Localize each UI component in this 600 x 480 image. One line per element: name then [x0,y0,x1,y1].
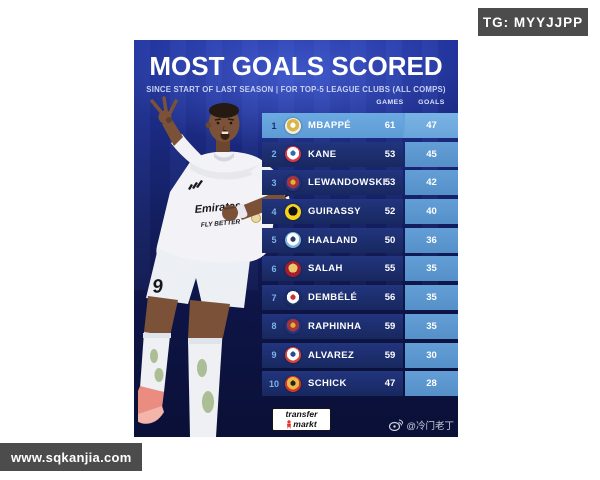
goals-infographic: MOST GOALS SCORED SINCE START OF LAST SE… [134,40,458,437]
player-head [205,103,240,152]
table-header: GAMES GOALS [262,99,458,110]
player-name-cell: RAPHINHA [308,320,362,332]
club-badge-icon-bayer-leverkusen [285,375,301,392]
club-badge-icon-liverpool [285,260,301,277]
games-cell: 47 [384,378,396,390]
club-badge-icon-real-madrid [285,117,301,134]
table-row: 6 SALAH 55 35 [262,256,458,282]
games-cell: 52 [384,206,396,218]
infographic-title: MOST GOALS SCORED [149,51,443,81]
club-badge-icon-barcelona [285,174,301,191]
player-name-cell: HAALAND [308,234,358,246]
player-name-cell: KANE [308,148,337,160]
player-name-cell: GUIRASSY [308,206,361,218]
games-cell: 61 [384,120,396,131]
weibo-credit-text: @冷门老丁 [406,421,454,432]
row-main: 3 LEWANDOWSKI 53 [262,170,403,196]
table-row: 3 LEWANDOWSKI 53 42 [262,170,458,196]
col-header-goals: GOALS [418,99,445,106]
telegram-watermark-badge: TG: MYYJJPP [478,8,588,36]
games-cell: 55 [384,263,396,275]
player-name-cell: SALAH [308,263,343,275]
row-main: 4 GUIRASSY 52 [262,199,403,225]
infographic-subtitle: SINCE START OF LAST SEASON | FOR TOP-5 L… [146,85,446,94]
player-legs [138,296,230,437]
table-rows: 1 MBAPPÉ 61 47 2 KANE 53 4 5 3 LEWANDOWSKI 53 42 4 GUI… [262,113,458,397]
row-main: 6 SALAH 55 [262,256,403,282]
rank-cell: 6 [271,263,277,274]
row-main: 8 RAPHINHA 59 [262,313,403,339]
table-row: 9 ALVAREZ 59 30 [262,342,458,368]
transfermarkt-man-icon [287,419,292,429]
player-name-cell: ALVAREZ [308,349,355,361]
transfermarkt-line2: markt [293,418,317,429]
row-main: 9 ALVAREZ 59 [262,342,403,368]
website-watermark-badge: www.sqkanjia.com [0,443,142,471]
row-main: 10 SCHICK 47 [262,371,403,397]
table-row: 8 RAPHINHA 59 35 [262,313,458,339]
games-cell: 53 [384,148,396,160]
club-badge-icon-atletico-madrid [285,347,301,363]
player-name-cell: SCHICK [308,378,347,390]
transfermarkt-logo: transfer markt [272,408,331,431]
goals-table: GAMES GOALS 1 MBAPPÉ 61 47 2 KANE 53 4 5 3 LEWANDO… [262,99,458,400]
table-row: 10 SCHICK 47 28 [262,371,458,397]
club-badge-icon-psg [285,289,301,306]
rank-cell: 10 [268,378,279,389]
table-row: 1 MBAPPÉ 61 47 [262,113,458,138]
club-badge-icon-dortmund [285,203,301,220]
weibo-icon [389,419,404,431]
games-cell: 56 [384,292,396,304]
player-name-cell: MBAPPÉ [308,120,352,131]
games-cell: 50 [384,234,396,246]
row-main: 1 MBAPPÉ 61 [262,113,403,138]
table-row: 7 DEMBÉLÉ 56 35 [262,285,458,311]
rank-cell: 1 [271,120,277,131]
player-name-cell: DEMBÉLÉ [308,292,358,304]
games-cell: 59 [384,320,396,332]
rank-cell: 5 [271,235,277,246]
player-raised-arm [150,96,204,166]
table-row: 5 HAALAND 50 36 [262,227,458,253]
table-row: 2 KANE 53 45 [262,141,458,167]
rank-cell: 9 [271,350,277,360]
rank-cell: 3 [271,177,277,188]
rank-cell: 2 [271,149,277,160]
weibo-credit: @冷门老丁 [389,418,454,432]
club-badge-icon-barcelona [285,318,301,335]
row-main: 2 KANE 53 [262,141,403,167]
club-badge-icon-bayern-munich [285,146,301,163]
games-cell: 59 [384,349,396,361]
row-main: 5 HAALAND 50 [262,227,403,253]
table-row: 4 GUIRASSY 52 40 [262,199,458,225]
rank-cell: 7 [271,292,277,303]
rank-cell: 8 [271,321,277,332]
row-main: 7 DEMBÉLÉ 56 [262,285,403,311]
rank-cell: 4 [271,206,277,217]
club-badge-icon-manchester-city [285,232,301,249]
games-cell: 53 [384,177,396,189]
